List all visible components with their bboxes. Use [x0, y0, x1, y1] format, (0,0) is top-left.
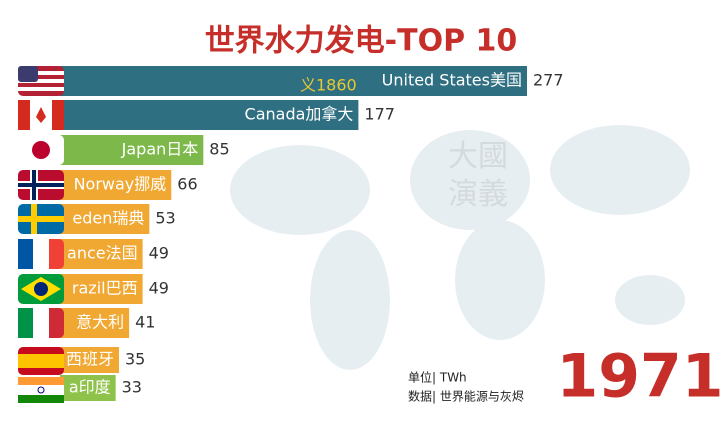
- bar: [60, 375, 116, 401]
- value-label: 53: [155, 209, 175, 228]
- bar: [60, 204, 150, 234]
- flags: [18, 66, 64, 403]
- value-label: 277: [533, 71, 564, 90]
- value-label: 41: [135, 313, 155, 332]
- bar-label: Japan日本: [121, 140, 199, 159]
- world-map: [230, 125, 690, 370]
- value-label: 177: [364, 105, 395, 124]
- bars: United States美国 277 Canada加拿大 177 Japan日本 85 N…: [60, 66, 564, 401]
- bar-label: 意大利: [76, 313, 124, 332]
- value-label: 85: [209, 140, 229, 159]
- year: 1971: [557, 342, 722, 412]
- bar-label: United States美国: [382, 71, 522, 90]
- bar-label: ance法国: [67, 244, 138, 263]
- bar-label: razil巴西: [72, 279, 138, 298]
- bar: [60, 100, 359, 130]
- bar: [60, 347, 120, 373]
- value-label: 35: [125, 350, 145, 369]
- bar: [60, 66, 527, 96]
- value-label: 33: [122, 378, 142, 397]
- unit-note: 单位| TWh: [408, 370, 467, 385]
- bar-label: 西班牙: [66, 350, 114, 369]
- watermark: 大國: [448, 139, 508, 174]
- bar-label: eden瑞典: [72, 209, 144, 228]
- bar: [60, 239, 143, 269]
- chart-title: 世界水力发电-TOP 10: [205, 24, 518, 59]
- bar: [60, 274, 143, 304]
- bar-label: Canada加拿大: [245, 105, 354, 124]
- source-note: 数据| 世界能源与灰烬: [408, 389, 524, 404]
- value-label: 66: [177, 175, 197, 194]
- bar-label: Norway挪威: [74, 175, 167, 194]
- value-label: 49: [149, 244, 169, 263]
- watermark: 演義: [448, 177, 508, 212]
- bar: [60, 308, 130, 338]
- annotation: 义1860: [300, 76, 357, 95]
- bar: [60, 135, 204, 165]
- bar-label: a印度: [69, 378, 111, 397]
- bar: [60, 170, 172, 200]
- value-label: 49: [149, 279, 169, 298]
